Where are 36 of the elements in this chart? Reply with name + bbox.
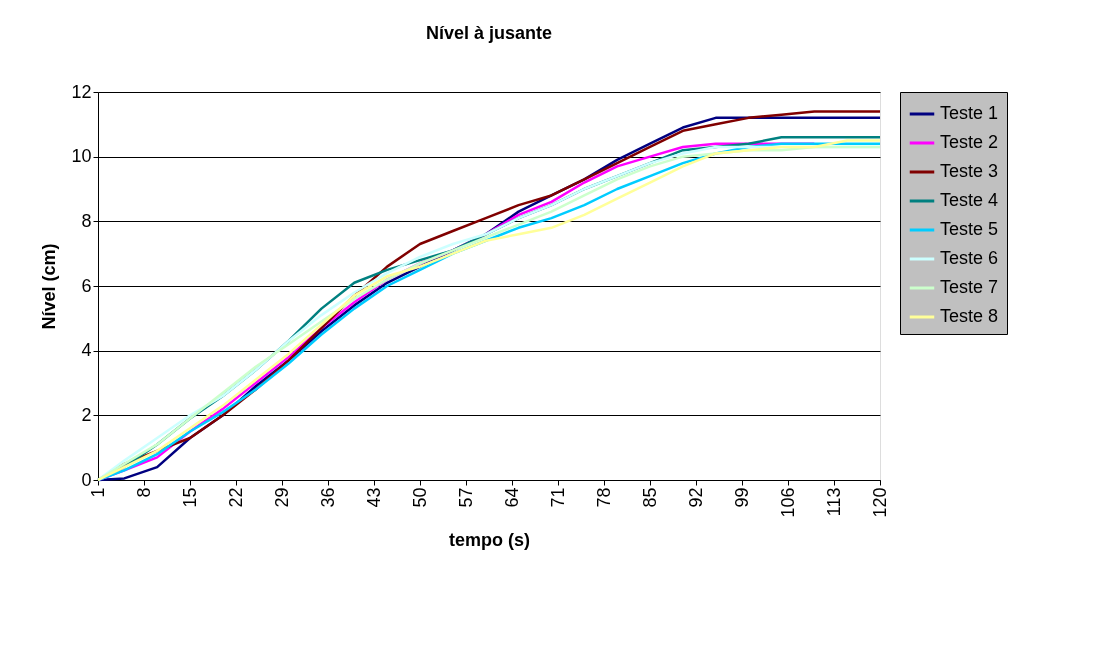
legend-label: Teste 8 bbox=[940, 306, 999, 326]
legend-label: Teste 2 bbox=[940, 132, 999, 152]
x-tick-label: 99 bbox=[731, 487, 752, 508]
x-tick-label: 50 bbox=[409, 487, 430, 508]
x-tick-label: 71 bbox=[547, 487, 568, 508]
x-tick-label: 113 bbox=[823, 487, 844, 517]
x-tick-label: 1 bbox=[87, 487, 108, 498]
x-tick-label: 43 bbox=[363, 487, 384, 508]
legend-label: Teste 4 bbox=[940, 190, 999, 210]
x-axis-title: tempo (s) bbox=[449, 529, 531, 550]
legend-label: Teste 1 bbox=[940, 103, 999, 123]
y-axis-title: Nível (cm) bbox=[39, 243, 60, 330]
x-tick-label: 22 bbox=[225, 487, 246, 508]
x-tick-label: 78 bbox=[593, 487, 614, 508]
y-tick-label: 4 bbox=[81, 340, 92, 361]
legend-label: Teste 6 bbox=[940, 248, 999, 268]
y-tick-label: 12 bbox=[71, 81, 92, 102]
y-tick-label: 8 bbox=[81, 210, 92, 231]
x-tick-label: 57 bbox=[455, 487, 476, 508]
x-tick-label: 8 bbox=[133, 487, 154, 498]
legend-label: Teste 5 bbox=[940, 219, 999, 239]
x-tick-label: 120 bbox=[869, 487, 890, 518]
x-tick-label: 106 bbox=[777, 487, 798, 518]
y-tick-label: 2 bbox=[81, 404, 92, 425]
x-tick-label: 92 bbox=[685, 487, 706, 508]
legend-label: Teste 3 bbox=[940, 161, 999, 181]
x-tick-label: 15 bbox=[179, 487, 200, 508]
x-tick-label: 36 bbox=[317, 487, 338, 508]
x-tick-label: 64 bbox=[501, 487, 522, 508]
y-tick-label: 10 bbox=[71, 146, 92, 167]
y-tick-label: 6 bbox=[81, 275, 92, 296]
y-tick-label: 0 bbox=[81, 469, 92, 490]
x-tick-label: 85 bbox=[639, 487, 660, 508]
x-tick-label: 29 bbox=[271, 487, 292, 508]
legend-label: Teste 7 bbox=[940, 277, 999, 297]
chart-title: Nível à jusante bbox=[425, 23, 553, 43]
